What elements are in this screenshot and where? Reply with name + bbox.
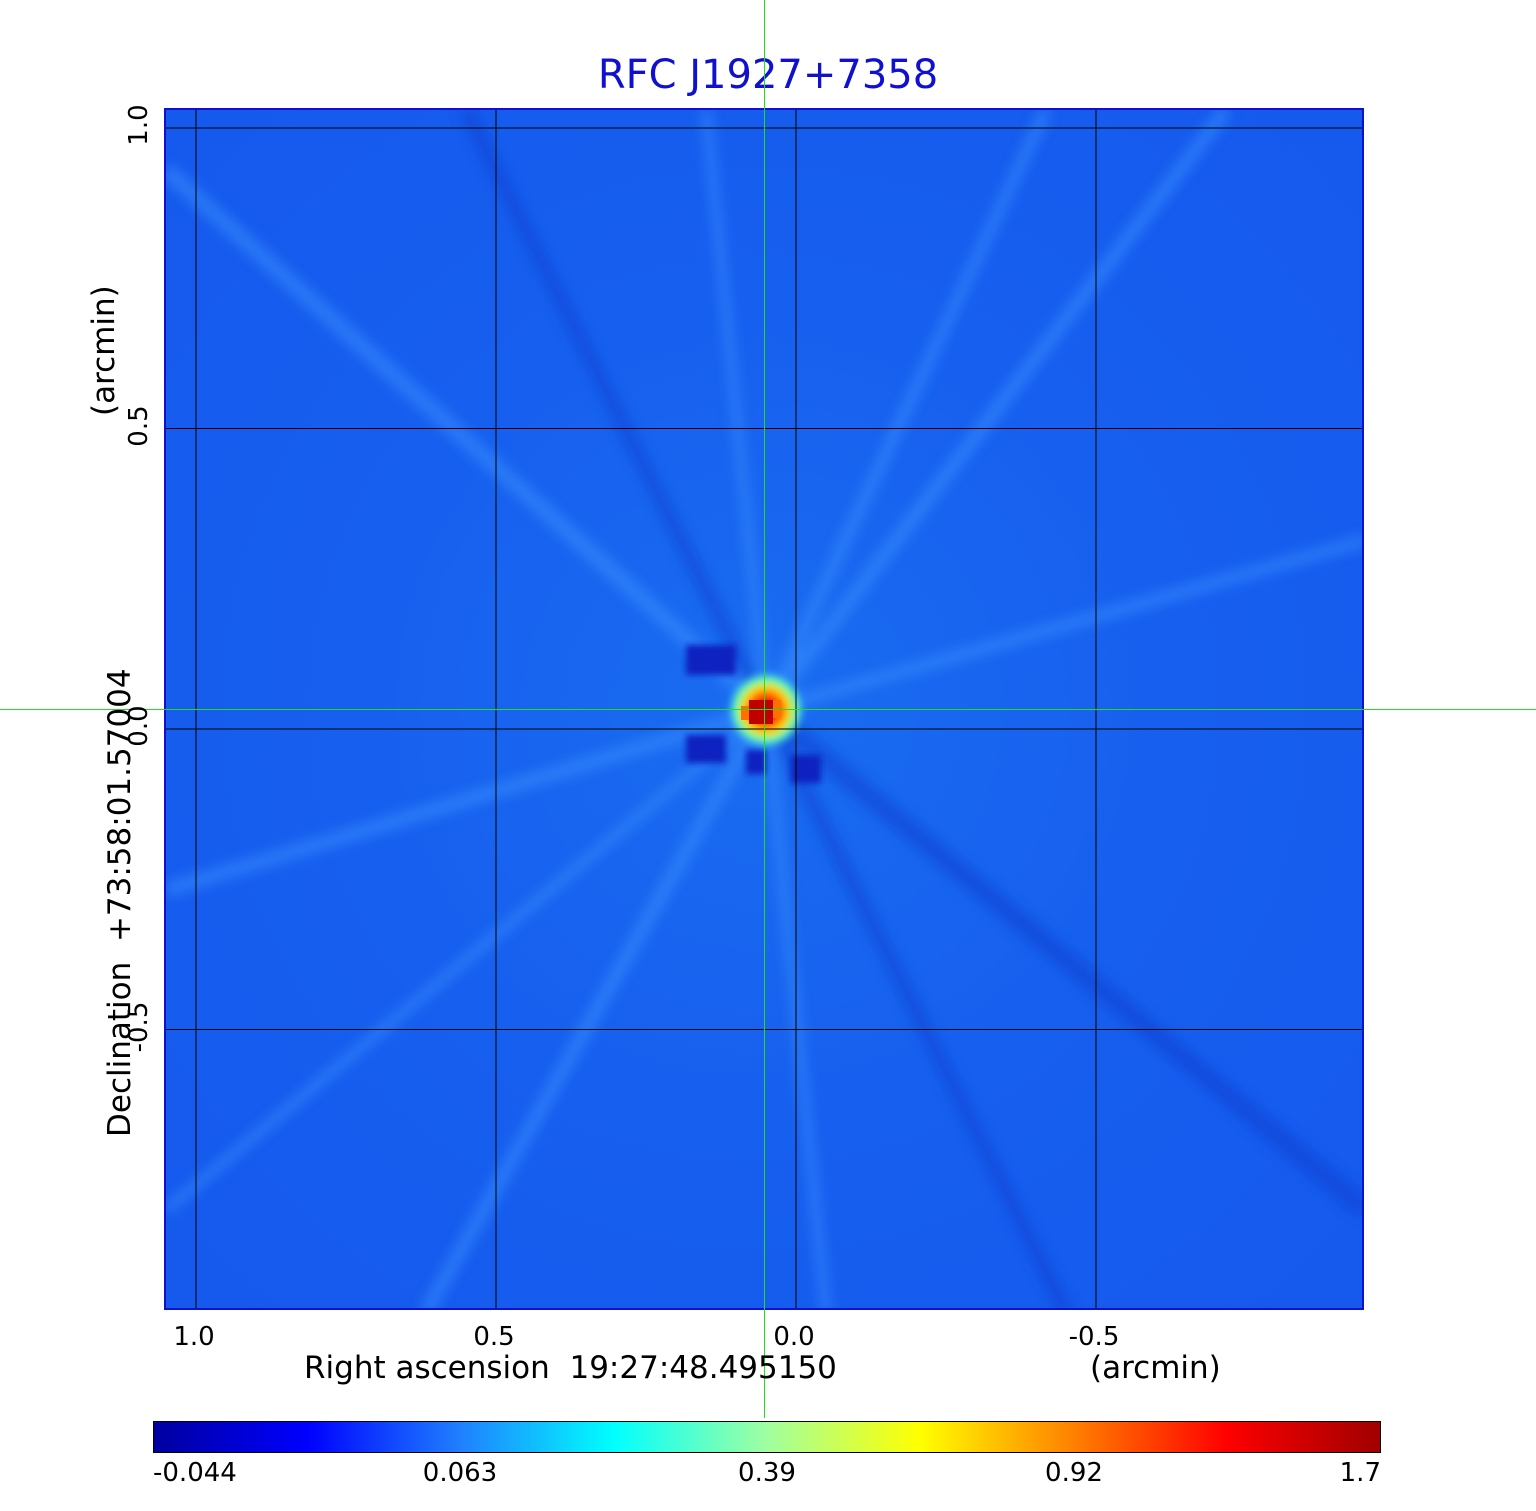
- x-tick-label: 0.0: [773, 1322, 815, 1352]
- y-tick-label: 1.0: [124, 104, 154, 146]
- colorbar: [153, 1421, 1381, 1453]
- colorbar-tick-label: 1.7: [1339, 1458, 1381, 1488]
- colorbar-tick-label: 0.39: [738, 1458, 796, 1488]
- y-axis-label: Declination +73:58:01.57004: [102, 668, 138, 1137]
- x-axis-unit: (arcmin): [1090, 1350, 1221, 1386]
- colorbar-tick-label: -0.044: [153, 1458, 237, 1488]
- x-tick-label: 1.0: [173, 1322, 215, 1352]
- x-tick-label: 0.5: [473, 1322, 515, 1352]
- colorbar-tick-label: 0.92: [1045, 1458, 1103, 1488]
- crosshair-horizontal: [0, 709, 1536, 710]
- coordinate-grid: [166, 110, 1362, 1308]
- y-axis-unit: (arcmin): [86, 285, 122, 416]
- chart-title: RFC J1927+7358: [597, 52, 939, 98]
- x-tick-label: -0.5: [1068, 1322, 1120, 1352]
- y-tick-label: 0.5: [124, 404, 154, 447]
- colorbar-tick-label: 0.063: [422, 1458, 498, 1488]
- x-axis-label: Right ascension 19:27:48.495150: [304, 1350, 837, 1386]
